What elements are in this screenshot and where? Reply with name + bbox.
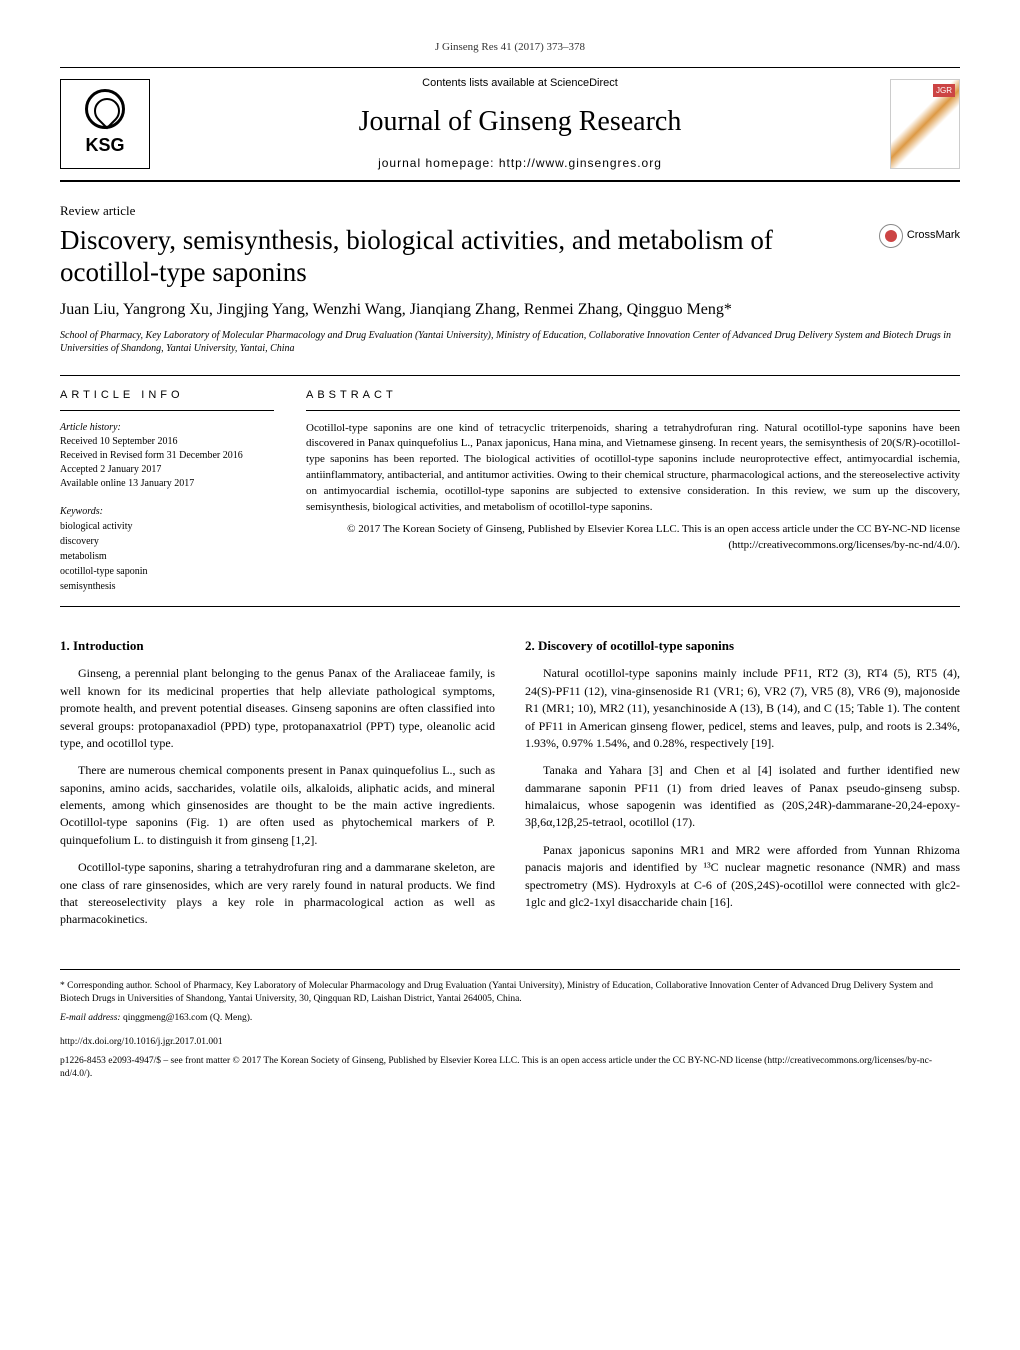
discovery-p1: Natural ocotillol-type saponins mainly i… xyxy=(525,665,960,752)
authors-line: Juan Liu, Yangrong Xu, Jingjing Yang, We… xyxy=(60,299,960,321)
society-logo-box: KSG xyxy=(60,79,150,169)
keywords-label: Keywords: xyxy=(60,505,274,519)
discovery-p3: Panax japonicus saponins MR1 and MR2 wer… xyxy=(525,842,960,912)
keywords-list: biological activity discovery metabolism… xyxy=(60,519,274,594)
discovery-p2: Tanaka and Yahara [3] and Chen et al [4]… xyxy=(525,762,960,832)
intro-heading: 1. Introduction xyxy=(60,637,495,656)
footer-block: * Corresponding author. School of Pharma… xyxy=(60,969,960,1082)
abstract-column: ABSTRACT Ocotillol-type saponins are one… xyxy=(290,376,960,605)
crossmark-label: CrossMark xyxy=(907,228,960,243)
history-online: Available online 13 January 2017 xyxy=(60,477,274,491)
article-title: Discovery, semisynthesis, biological act… xyxy=(60,224,859,289)
journal-title: Journal of Ginseng Research xyxy=(150,102,890,141)
running-head: J Ginseng Res 41 (2017) 373–378 xyxy=(60,40,960,55)
intro-p1: Ginseng, a perennial plant belonging to … xyxy=(60,665,495,752)
keyword-item: semisynthesis xyxy=(60,579,274,594)
abstract-heading: ABSTRACT xyxy=(306,388,960,410)
keyword-item: ocotillol-type saponin xyxy=(60,564,274,579)
email-label: E-mail address: xyxy=(60,1013,121,1023)
article-type: Review article xyxy=(60,202,960,220)
intro-p3: Ocotillol-type saponins, sharing a tetra… xyxy=(60,859,495,929)
body-left-column: 1. Introduction Ginseng, a perennial pla… xyxy=(60,637,495,939)
history-label: Article history: xyxy=(60,421,274,435)
copyright-line: p1226-8453 e2093-4947/$ – see front matt… xyxy=(60,1055,960,1082)
journal-cover-thumbnail xyxy=(890,79,960,169)
info-abstract-block: ARTICLE INFO Article history: Received 1… xyxy=(60,375,960,606)
journal-center-block: Contents lists available at ScienceDirec… xyxy=(150,76,890,171)
contents-available-line: Contents lists available at ScienceDirec… xyxy=(150,76,890,91)
corresponding-author: * Corresponding author. School of Pharma… xyxy=(60,980,960,1007)
article-info-column: ARTICLE INFO Article history: Received 1… xyxy=(60,376,290,605)
crossmark-badge[interactable]: CrossMark xyxy=(879,224,960,248)
doi-line: http://dx.doi.org/10.1016/j.jgr.2017.01.… xyxy=(60,1036,960,1049)
article-info-heading: ARTICLE INFO xyxy=(60,388,274,410)
abstract-text: Ocotillol-type saponins are one kind of … xyxy=(306,421,960,517)
affiliation-line: School of Pharmacy, Key Laboratory of Mo… xyxy=(60,329,960,355)
journal-header: KSG Contents lists available at ScienceD… xyxy=(60,67,960,181)
keyword-item: biological activity xyxy=(60,519,274,534)
history-received: Received 10 September 2016 xyxy=(60,435,274,449)
keyword-item: discovery xyxy=(60,534,274,549)
history-revised: Received in Revised form 31 December 201… xyxy=(60,449,274,463)
article-history: Article history: Received 10 September 2… xyxy=(60,421,274,491)
title-row: Discovery, semisynthesis, biological act… xyxy=(60,224,960,289)
email-value: qinggmeng@163.com (Q. Meng). xyxy=(123,1013,252,1023)
discovery-heading: 2. Discovery of ocotillol-type saponins xyxy=(525,637,960,656)
abstract-license: © 2017 The Korean Society of Ginseng, Pu… xyxy=(306,522,960,553)
crossmark-icon xyxy=(879,224,903,248)
email-line: E-mail address: qinggmeng@163.com (Q. Me… xyxy=(60,1012,960,1025)
body-two-column: 1. Introduction Ginseng, a perennial pla… xyxy=(60,637,960,939)
history-accepted: Accepted 2 January 2017 xyxy=(60,463,274,477)
society-abbrev: KSG xyxy=(85,133,124,158)
intro-p2: There are numerous chemical components p… xyxy=(60,762,495,849)
ksg-icon xyxy=(85,89,125,129)
journal-homepage: journal homepage: http://www.ginsengres.… xyxy=(150,155,890,172)
body-right-column: 2. Discovery of ocotillol-type saponins … xyxy=(525,637,960,939)
keyword-item: metabolism xyxy=(60,549,274,564)
